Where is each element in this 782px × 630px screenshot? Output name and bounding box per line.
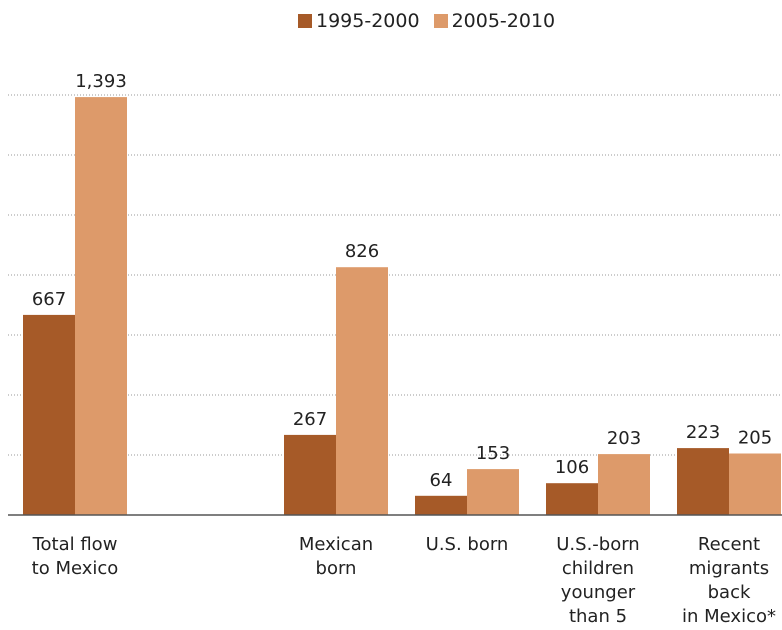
data-label: 203: [607, 428, 641, 449]
legend-item-2005-2010: 2005-2010: [433, 10, 556, 32]
data-label: 223: [686, 422, 720, 443]
legend-label-2005-2010: 2005-2010: [451, 10, 556, 32]
bar-1995-2000-3: [546, 483, 598, 515]
legend: 1995-2000 2005-2010: [298, 8, 569, 34]
bar-2005-2010-2: [467, 469, 519, 515]
bar-2005-2010-3: [598, 454, 650, 515]
category-label: Mexican born: [298, 534, 374, 579]
bar-2005-2010-0: [75, 97, 127, 515]
data-label: 153: [476, 443, 510, 464]
data-label: 205: [738, 428, 772, 449]
bar-2005-2010-4: [729, 453, 781, 515]
data-label: 826: [345, 241, 379, 262]
legend-swatch-2005-2010: [433, 14, 448, 28]
bar-2005-2010-1: [336, 267, 388, 515]
category-label: U.S. born: [425, 534, 509, 555]
category-label: Total flow to Mexico: [31, 534, 119, 579]
data-label: 667: [32, 289, 66, 310]
legend-item-1995-2000: 1995-2000: [298, 10, 420, 32]
bar-1995-2000-1: [284, 434, 336, 515]
data-label: 106: [555, 457, 589, 478]
data-label: 64: [430, 470, 453, 491]
category-label: Recent migrants back in Mexico*: [682, 534, 776, 627]
data-label: 267: [293, 409, 327, 430]
bar-1995-2000-2: [415, 495, 467, 515]
legend-swatch-1995-2000: [298, 14, 312, 28]
bar-1995-2000-0: [23, 314, 75, 515]
data-label: 1,393: [75, 71, 127, 92]
legend-label-1995-2000: 1995-2000: [316, 10, 420, 32]
bar-1995-2000-4: [677, 448, 729, 515]
category-label: U.S.-born children younger than 5: [556, 534, 640, 627]
